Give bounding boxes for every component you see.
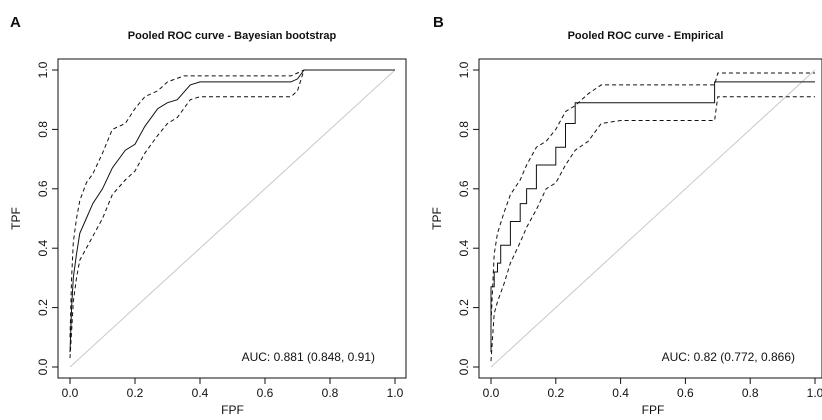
x-tick-label: 0.2 xyxy=(127,386,144,400)
x-tick-label: 0.8 xyxy=(742,386,759,400)
lower-bound-line xyxy=(69,69,395,359)
x-tick-label: 0.8 xyxy=(322,386,339,400)
y-tick-label: 0.2 xyxy=(457,299,471,316)
upper-bound-line xyxy=(69,69,395,338)
x-tick-label: 0.2 xyxy=(547,386,564,400)
x-tick-label: 0.6 xyxy=(257,386,274,400)
reference-diagonal-line xyxy=(490,69,816,368)
x-tick-label: 0.4 xyxy=(192,386,209,400)
x-axis-title: FPF xyxy=(642,403,665,417)
auc-annotation: AUC: 0.881 (0.848, 0.91) xyxy=(242,350,375,364)
y-tick-label: 0.0 xyxy=(457,358,471,375)
y-tick-label: 0.8 xyxy=(36,121,50,138)
y-axis-title: TPF xyxy=(430,207,444,230)
x-tick-label: 0.4 xyxy=(612,386,629,400)
y-tick-label: 0.8 xyxy=(457,121,471,138)
y-tick-label: 1.0 xyxy=(457,61,471,78)
x-tick-label: 0.0 xyxy=(62,386,79,400)
x-axis-title: FPF xyxy=(221,403,244,417)
roc-curve-line xyxy=(490,81,815,353)
chart-title: Pooled ROC curve - Bayesian bootstrap xyxy=(128,30,337,42)
chart-title: Pooled ROC curve - Empirical xyxy=(568,30,724,42)
panel-label: A xyxy=(10,14,21,31)
chart-panel-a: A Pooled ROC curve - Bayesian bootstrap 0.… xyxy=(9,14,407,417)
lower-bound-line xyxy=(490,96,815,362)
x-tick-label: 1.0 xyxy=(807,386,822,400)
panel-label: B xyxy=(433,14,444,31)
y-tick-label: 0.4 xyxy=(36,240,50,257)
y-tick-label: 0.6 xyxy=(457,180,471,197)
x-tick-label: 1.0 xyxy=(387,386,404,400)
y-tick-label: 0.6 xyxy=(36,180,50,197)
roc-curve-line xyxy=(69,69,395,353)
x-tick-label: 0.6 xyxy=(677,386,694,400)
x-tick-label: 0.0 xyxy=(483,386,500,400)
y-axis-title: TPF xyxy=(9,207,23,230)
chart-panel-b: B Pooled ROC curve - Empirical 0.0 0.2 0.4 0.… xyxy=(430,14,822,417)
auc-annotation: AUC: 0.82 (0.772, 0.866) xyxy=(662,350,795,364)
y-tick-label: 1.0 xyxy=(36,61,50,78)
upper-bound-line xyxy=(490,72,815,323)
y-tick-label: 0.2 xyxy=(36,299,50,316)
y-tick-label: 0.0 xyxy=(36,358,50,375)
y-tick-label: 0.4 xyxy=(457,240,471,257)
reference-diagonal-line xyxy=(69,69,396,368)
plot-frame xyxy=(478,58,822,379)
